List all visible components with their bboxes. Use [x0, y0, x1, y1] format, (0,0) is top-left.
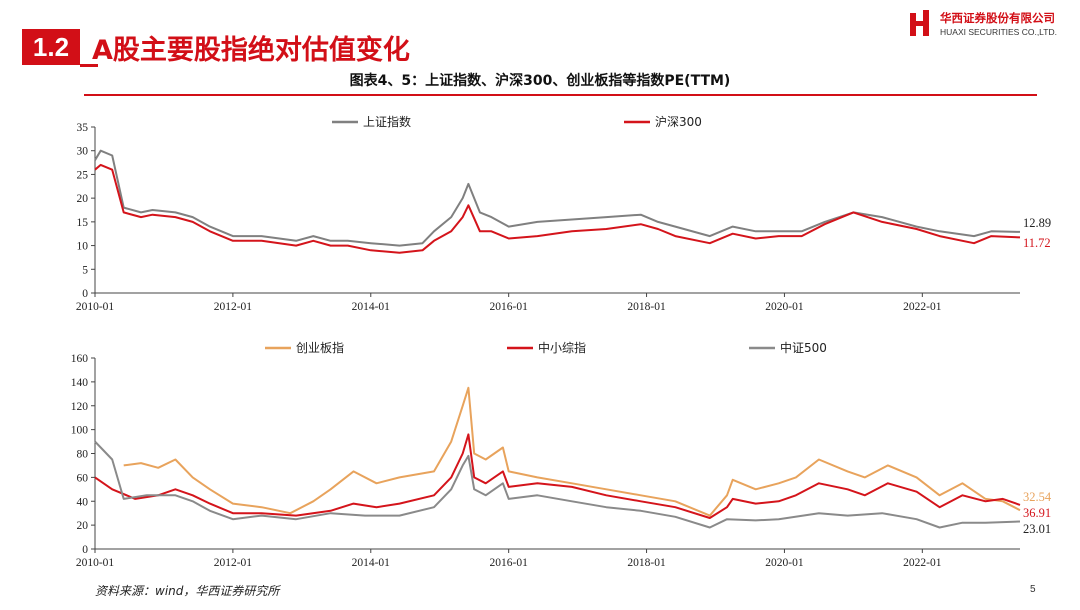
badge-underline [80, 64, 98, 67]
top-y-tick-label: 20 [77, 193, 89, 205]
bottom-y-tick-label: 20 [77, 520, 89, 532]
bottom-x-tick-label: 2020-01 [765, 557, 804, 569]
figure-title: 图表4、5：上证指数、沪深300、创业板指等指数PE(TTM) [349, 73, 731, 89]
bottom-x-tick-label: 2012-01 [214, 557, 253, 569]
bottom-end-label-1: 32.54 [1023, 490, 1052, 504]
bottom-end-label-3: 23.01 [1023, 522, 1051, 536]
top-x-tick-label: 2018-01 [627, 301, 666, 313]
bottom-y-tick-label: 120 [71, 401, 89, 413]
source-note: 资料来源：wind，华西证券研究所 [95, 584, 280, 598]
bottom-end-label-2: 36.91 [1023, 506, 1051, 520]
top-end-label-1: 12.89 [1023, 216, 1051, 230]
bottom-y-tick-label: 80 [77, 449, 89, 461]
top-series-line-1 [94, 149, 1021, 247]
top-x-tick-label: 2010-01 [76, 301, 115, 313]
chart-top: 0 5 10 15 20 25 30 35 2010-01 2012-01 2014-01 2016-… [76, 114, 1051, 313]
bottom-legend-label-2: 中小综指 [538, 340, 586, 355]
top-series-line-2 [94, 163, 1021, 254]
top-y-tick-label: 30 [77, 146, 89, 158]
page-number: 5 [1030, 584, 1036, 595]
top-y-tick-label: 10 [77, 241, 89, 253]
bottom-y-tick-label: 160 [71, 353, 89, 365]
top-y-tick-label: 25 [77, 169, 89, 181]
bottom-y-tick-label: 140 [71, 377, 89, 389]
huaxi-logo-icon [910, 10, 929, 36]
page-title: A股主要股指绝对估值变化 [92, 35, 410, 66]
bottom-y-tick-label: 60 [77, 472, 89, 484]
bottom-y-tick-label: 100 [71, 425, 89, 437]
bottom-series-line-2 [94, 433, 1021, 519]
bottom-legend-label-1: 创业板指 [296, 340, 344, 355]
top-x-tick-label: 2022-01 [903, 301, 942, 313]
bottom-x-tick-label: 2016-01 [489, 557, 528, 569]
bottom-legend-label-3: 中证500 [780, 340, 827, 355]
section-badge: 1.2 [22, 29, 80, 65]
title-rule [84, 94, 1037, 96]
top-y-tick-label: 35 [77, 122, 89, 134]
top-legend-label-2: 沪深300 [655, 115, 702, 129]
top-x-tick-label: 2016-01 [489, 301, 528, 313]
top-x-tick-label: 2014-01 [352, 301, 391, 313]
logo-cn-text: 华西证券股份有限公司 [940, 11, 1055, 25]
bottom-y-tick-label: 40 [77, 496, 89, 508]
bottom-x-tick-label: 2018-01 [627, 557, 666, 569]
top-end-label-2: 11.72 [1023, 236, 1051, 250]
logo-en-text: HUAXI SECURITIES CO.,LTD. [940, 27, 1057, 37]
bottom-series-line-1 [123, 386, 1021, 517]
top-y-tick-label: 5 [82, 264, 88, 276]
top-legend-label-1: 上证指数 [363, 114, 411, 129]
company-logo: 华西证券股份有限公司 HUAXI SECURITIES CO.,LTD. [908, 8, 1073, 48]
bottom-x-tick-label: 2022-01 [903, 557, 942, 569]
bottom-x-tick-label: 2010-01 [76, 557, 115, 569]
bottom-x-tick-label: 2014-01 [352, 557, 391, 569]
bottom-series-line-3 [94, 440, 1021, 529]
top-y-tick-label: 15 [77, 217, 89, 229]
bottom-y-tick-label: 0 [82, 544, 88, 556]
top-x-tick-label: 2020-01 [765, 301, 804, 313]
top-x-tick-label: 2012-01 [214, 301, 253, 313]
top-y-tick-label: 0 [82, 288, 88, 300]
